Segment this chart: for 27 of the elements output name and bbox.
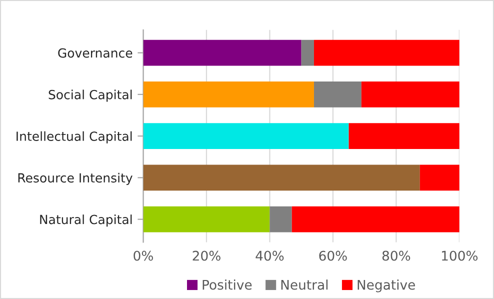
legend-label: Neutral <box>281 280 328 290</box>
bar <box>143 164 420 191</box>
y-tick-label: Social Capital <box>48 90 132 102</box>
bar <box>301 40 314 66</box>
bar <box>348 123 460 149</box>
bar <box>143 123 349 149</box>
x-tick-label: 60% <box>319 250 347 261</box>
legend-label: Positive <box>202 280 252 290</box>
bar <box>292 206 460 232</box>
bar <box>420 164 460 191</box>
y-tick-label: Governance <box>58 48 132 58</box>
x-tick-label: 40% <box>256 250 284 261</box>
legend-label: Negative <box>358 280 415 292</box>
x-tick-label: 80% <box>382 250 410 261</box>
y-tick-label: Natural Capital <box>40 214 132 227</box>
bar <box>314 40 460 66</box>
x-tick-label: 20% <box>192 250 220 261</box>
bar <box>143 82 314 108</box>
x-tick-label: 100% <box>442 250 478 261</box>
x-tick-label: 0% <box>134 250 153 261</box>
y-tick-label: Intellectual Capital <box>16 131 132 144</box>
bar <box>270 206 292 232</box>
bar <box>314 82 362 108</box>
bar <box>361 82 460 108</box>
bar <box>143 206 270 232</box>
bar <box>143 40 302 66</box>
y-tick-label: Resource Intensity <box>18 172 132 186</box>
